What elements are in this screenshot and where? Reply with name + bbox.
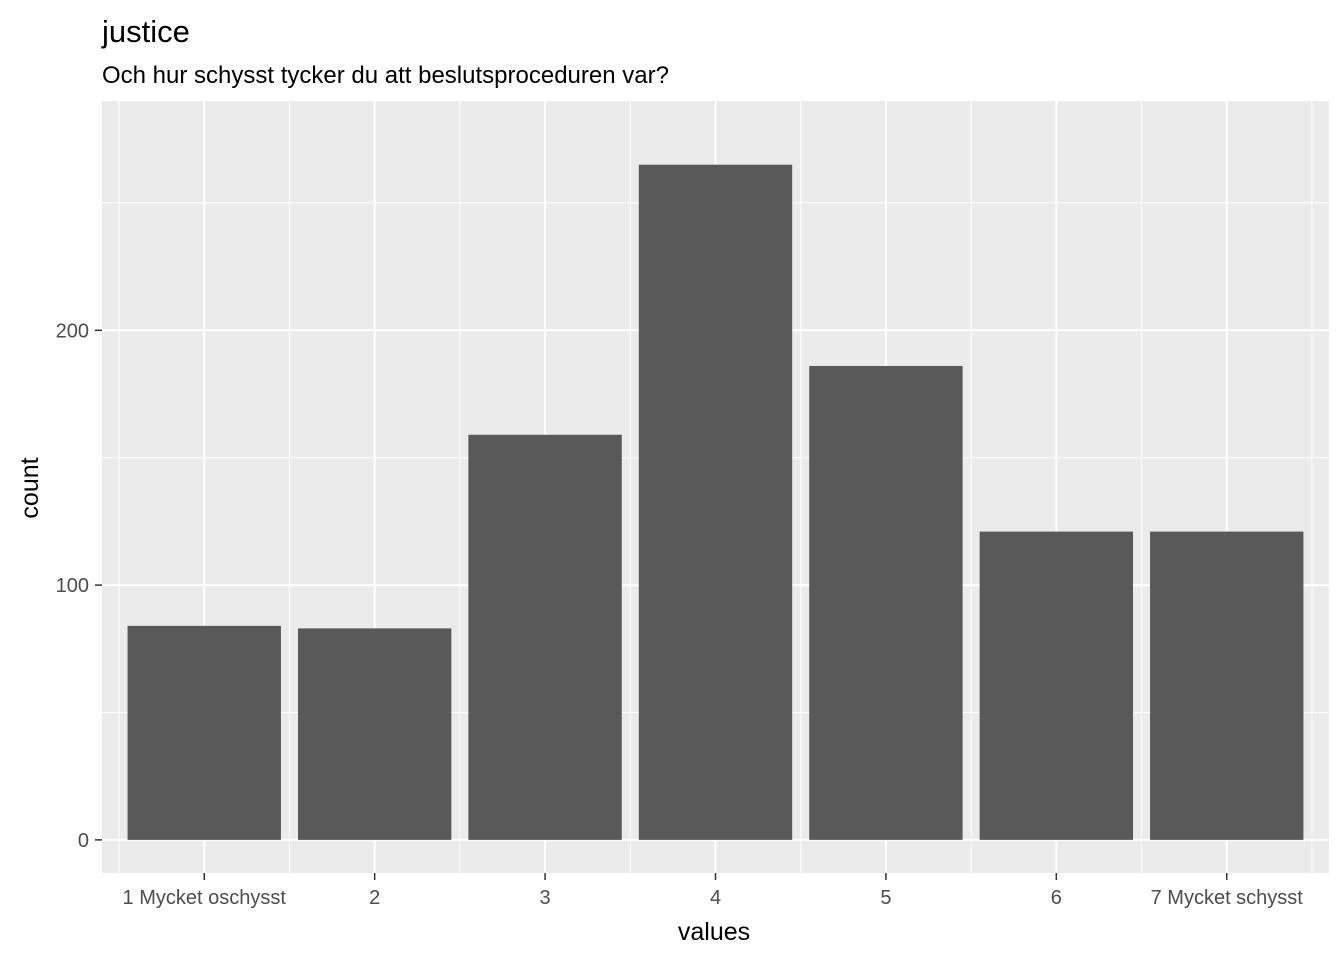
bar <box>468 434 622 840</box>
x-axis-title: values <box>678 918 750 946</box>
y-tick-label: 100 <box>56 575 89 597</box>
bar <box>127 625 281 840</box>
bar <box>809 365 963 840</box>
x-tick-label: 5 <box>880 887 891 909</box>
x-tick-label: 4 <box>710 887 721 909</box>
x-tick-label: 3 <box>540 887 551 909</box>
chart-title: justice <box>101 14 190 49</box>
y-tick-label: 200 <box>56 320 89 342</box>
y-axis-title: count <box>16 457 44 518</box>
bar <box>297 628 452 840</box>
bars <box>127 164 1304 840</box>
x-axis: 1 Mycket oschysst 2 3 4 5 6 7 Mycket schysst <box>123 873 1304 909</box>
chart-subtitle: Och hur schysst tycker du att beslutspro… <box>102 62 669 89</box>
bar <box>979 531 1134 840</box>
x-tick-label: 2 <box>369 887 380 909</box>
bar <box>1150 531 1304 840</box>
y-axis: 0 100 200 <box>56 320 102 852</box>
bar <box>638 164 793 840</box>
x-tick-label: 7 Mycket schysst <box>1151 887 1304 909</box>
x-tick-label: 6 <box>1051 887 1062 909</box>
x-tick-label: 1 Mycket oschysst <box>123 887 287 909</box>
y-tick-label: 0 <box>78 830 89 852</box>
